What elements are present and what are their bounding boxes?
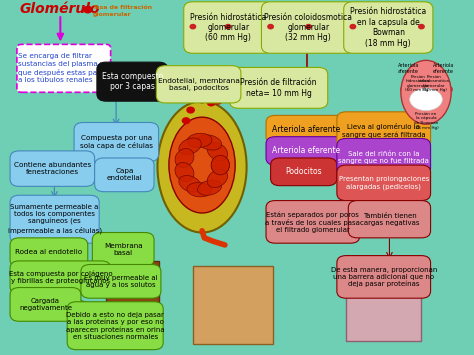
- FancyBboxPatch shape: [337, 256, 430, 298]
- FancyBboxPatch shape: [266, 201, 360, 243]
- FancyBboxPatch shape: [266, 137, 346, 165]
- Text: Tasa de filtración
glomerular: Tasa de filtración glomerular: [92, 5, 153, 17]
- FancyBboxPatch shape: [337, 138, 430, 176]
- Ellipse shape: [211, 155, 229, 175]
- FancyBboxPatch shape: [262, 2, 355, 53]
- FancyBboxPatch shape: [337, 112, 430, 149]
- Text: Presión de filtración
neta= 10 mm Hg: Presión de filtración neta= 10 mm Hg: [240, 78, 317, 98]
- FancyBboxPatch shape: [156, 66, 241, 103]
- Ellipse shape: [198, 135, 222, 150]
- Text: Arteriola
aferente: Arteriola aferente: [398, 63, 419, 73]
- Ellipse shape: [179, 175, 201, 192]
- Text: También tienen
cargas negativas: También tienen cargas negativas: [360, 213, 419, 226]
- Ellipse shape: [169, 117, 235, 213]
- Circle shape: [83, 6, 92, 13]
- Text: Arteriola eferente: Arteriola eferente: [272, 146, 340, 155]
- FancyBboxPatch shape: [10, 195, 99, 243]
- Ellipse shape: [175, 163, 194, 182]
- FancyBboxPatch shape: [106, 261, 159, 323]
- Circle shape: [214, 98, 222, 104]
- Ellipse shape: [401, 60, 451, 124]
- FancyBboxPatch shape: [92, 233, 154, 266]
- Text: Presión
hidrostática
glomerular
(60 mm Hg): Presión hidrostática glomerular (60 mm H…: [405, 75, 430, 92]
- FancyBboxPatch shape: [344, 2, 433, 53]
- Ellipse shape: [157, 101, 246, 233]
- Text: Glomérulo: Glomérulo: [19, 2, 100, 16]
- Ellipse shape: [179, 138, 201, 155]
- FancyBboxPatch shape: [10, 288, 81, 321]
- Ellipse shape: [410, 88, 442, 111]
- Circle shape: [225, 24, 231, 29]
- FancyBboxPatch shape: [67, 302, 163, 350]
- Circle shape: [182, 118, 190, 124]
- Text: Sale del riñón con la
sangre que no fue filtrada: Sale del riñón con la sangre que no fue …: [338, 151, 429, 164]
- Text: Presión
coloidosmótica
glomerular
(32 mm Hg): Presión coloidosmótica glomerular (32 mm…: [419, 75, 450, 92]
- FancyBboxPatch shape: [95, 158, 154, 192]
- Circle shape: [306, 24, 311, 29]
- Text: Presión hidrostática
glomerular
(60 mm Hg): Presión hidrostática glomerular (60 mm H…: [190, 13, 266, 42]
- Ellipse shape: [198, 180, 222, 195]
- FancyBboxPatch shape: [346, 288, 421, 341]
- FancyBboxPatch shape: [74, 122, 159, 162]
- FancyBboxPatch shape: [271, 158, 337, 186]
- Ellipse shape: [175, 148, 194, 168]
- FancyBboxPatch shape: [81, 264, 161, 298]
- FancyBboxPatch shape: [337, 165, 430, 201]
- Text: Capa
endotelial: Capa endotelial: [107, 168, 142, 181]
- Text: Sumamente permeable a
todos los componentes
sanguíneos (es
impermeable a las cél: Sumamente permeable a todos los componen…: [8, 204, 102, 234]
- Text: Es muy permeable al
agua y a los solutos: Es muy permeable al agua y a los solutos: [84, 275, 158, 288]
- Text: Presión en
la cápsula
de Bowman
(18 mm Hg): Presión en la cápsula de Bowman (18 mm H…: [414, 112, 438, 130]
- Text: Endotelial, membrana
basal, podocitos: Endotelial, membrana basal, podocitos: [158, 78, 239, 91]
- Text: Presentan prolongaciones
alargadas (pedicelos): Presentan prolongaciones alargadas (pedi…: [338, 176, 429, 190]
- Text: Están separados por poros
a través de los cuales pasa
el filtrado glomerular: Están separados por poros a través de lo…: [265, 211, 360, 233]
- Text: Cargada
negativamente: Cargada negativamente: [19, 298, 72, 311]
- Text: Contiene abundantes
fenestraciones: Contiene abundantes fenestraciones: [14, 162, 91, 175]
- FancyBboxPatch shape: [10, 151, 95, 186]
- Text: Esta compuesto
por 3 capas: Esta compuesto por 3 capas: [102, 72, 163, 91]
- Text: Lleva al glomérulo la
sangre que será filtrada: Lleva al glomérulo la sangre que será fi…: [342, 123, 426, 138]
- Text: Podocitos: Podocitos: [285, 167, 322, 176]
- Text: Esta compuesta por colágeno
y fibrillas de proteoglucanos: Esta compuesta por colágeno y fibrillas …: [9, 271, 112, 284]
- Text: Membrana
basal: Membrana basal: [104, 243, 143, 256]
- Text: Presión coloidosmotica
glomerular
(32 mm Hg): Presión coloidosmotica glomerular (32 mm…: [264, 13, 352, 42]
- Text: Arteriola aferente: Arteriola aferente: [272, 125, 340, 134]
- Circle shape: [268, 24, 273, 29]
- Circle shape: [350, 24, 356, 29]
- FancyBboxPatch shape: [193, 266, 273, 344]
- Ellipse shape: [207, 169, 228, 187]
- FancyBboxPatch shape: [10, 238, 88, 267]
- Text: Debido a esto no deja pasar
a las proteínas y por eso no
aparecen proteínas en o: Debido a esto no deja pasar a las proteí…: [66, 312, 164, 340]
- Text: Rodea al endotelio: Rodea al endotelio: [15, 250, 82, 255]
- Circle shape: [208, 100, 215, 106]
- FancyBboxPatch shape: [266, 115, 346, 144]
- Text: De esta manera, proporcionan
una barrera adicional que no
deja pasar proteínas: De esta manera, proporcionan una barrera…: [330, 267, 437, 287]
- FancyBboxPatch shape: [184, 2, 273, 53]
- FancyBboxPatch shape: [97, 62, 168, 101]
- Text: Compuesta por una
sola capa de células: Compuesta por una sola capa de células: [80, 135, 153, 149]
- FancyBboxPatch shape: [10, 261, 110, 294]
- Text: Presión hidrostática
en la capsula de
Bowman
(18 mm Hg): Presión hidrostática en la capsula de Bo…: [350, 7, 427, 48]
- Ellipse shape: [187, 182, 212, 197]
- Circle shape: [187, 107, 194, 113]
- Ellipse shape: [187, 133, 212, 148]
- FancyBboxPatch shape: [17, 44, 110, 92]
- Text: Arteriola
eferente: Arteriola eferente: [433, 63, 454, 73]
- Ellipse shape: [207, 143, 228, 161]
- FancyBboxPatch shape: [348, 201, 430, 238]
- Text: Se encarga de filtrar
sustancias del plasma y
que después estas pasen
a los túbu: Se encarga de filtrar sustancias del pla…: [18, 54, 109, 83]
- Circle shape: [419, 24, 424, 29]
- Circle shape: [190, 24, 196, 29]
- FancyBboxPatch shape: [229, 67, 328, 108]
- Ellipse shape: [211, 155, 229, 175]
